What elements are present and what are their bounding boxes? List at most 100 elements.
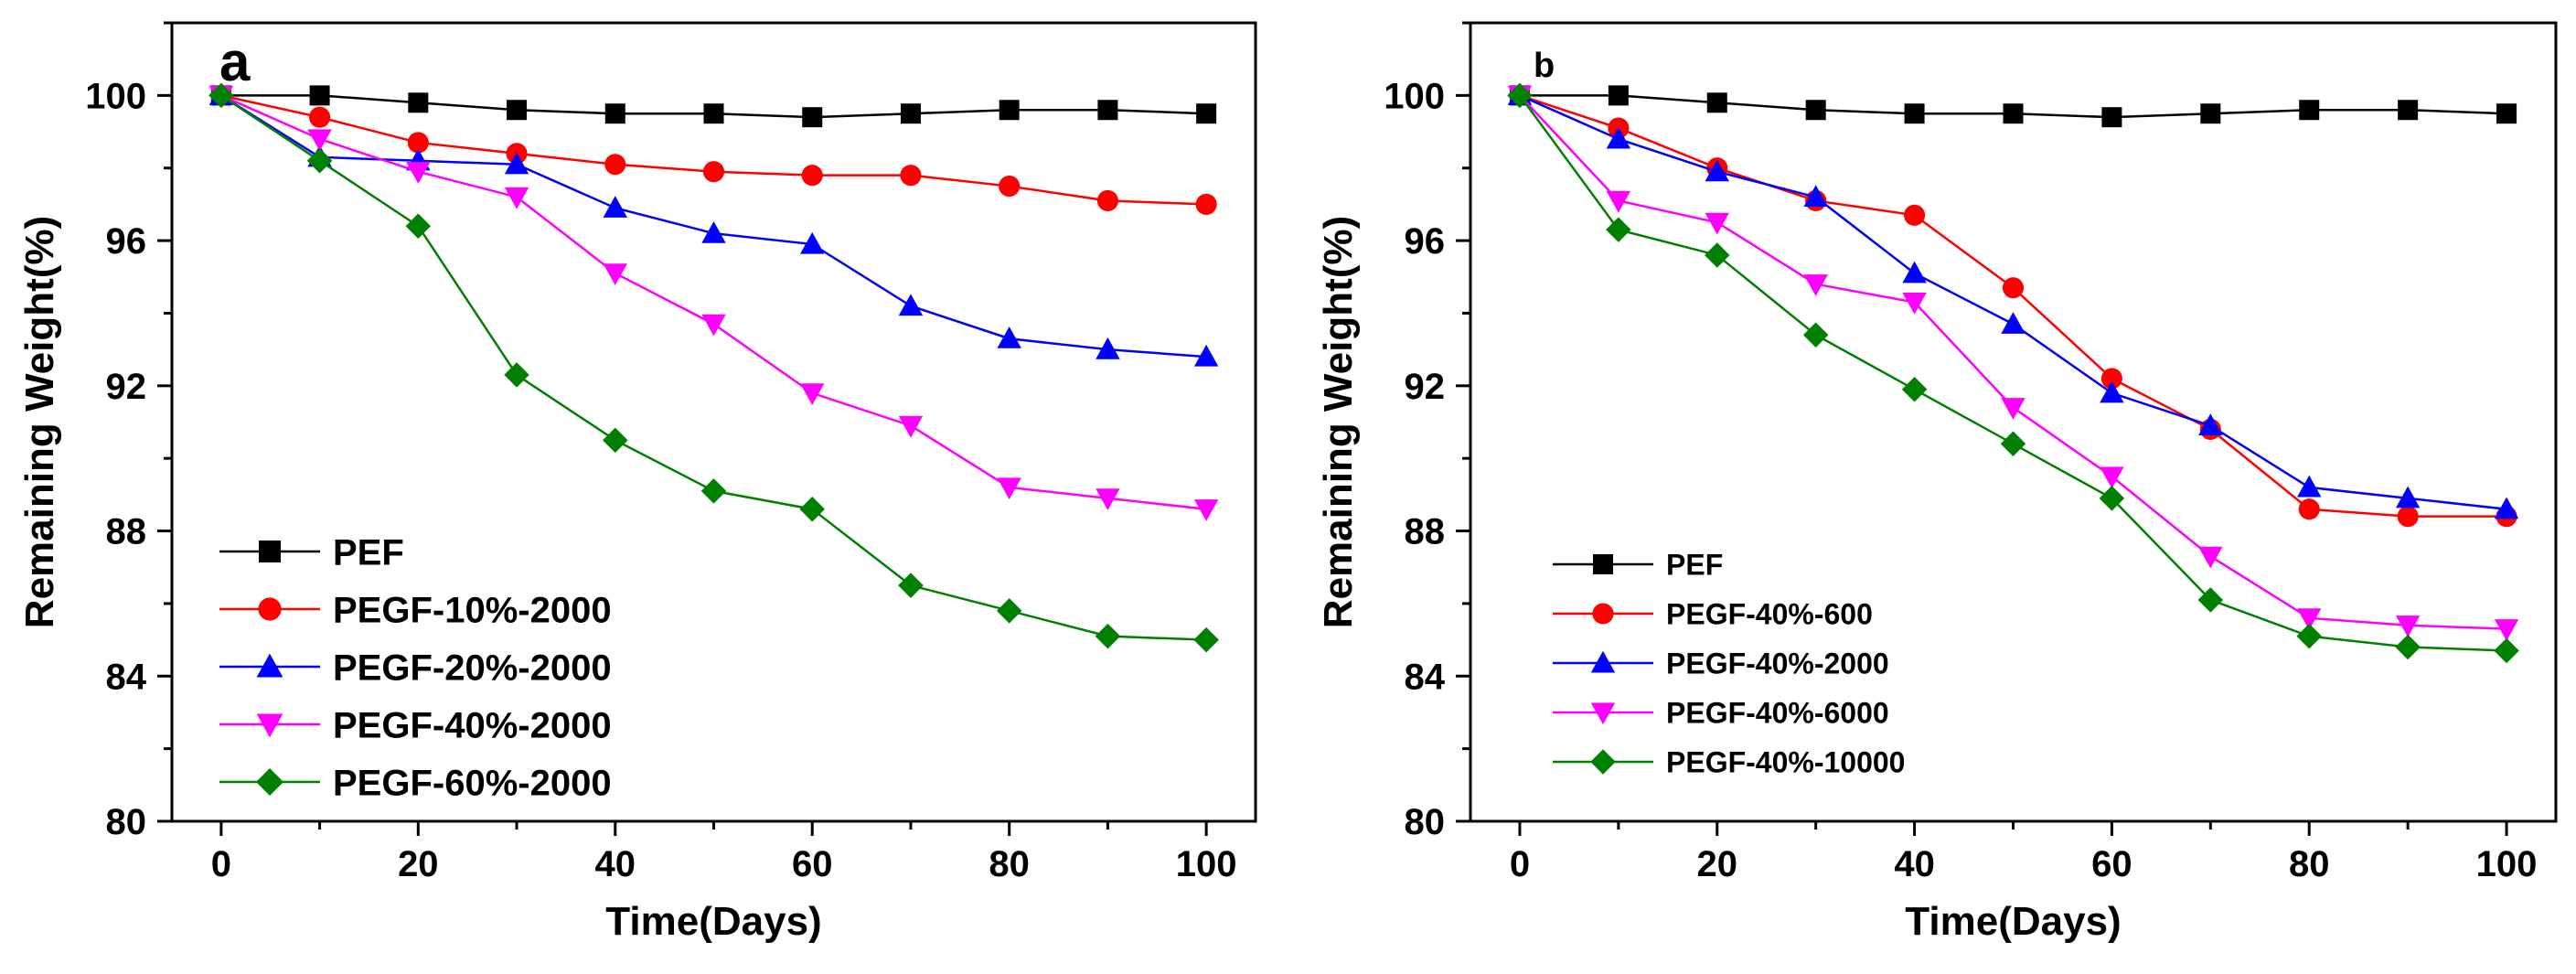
data-point <box>800 231 825 254</box>
data-point <box>507 100 528 121</box>
data-point <box>2099 486 2125 511</box>
series-PEF <box>210 85 1217 128</box>
x-tick-label: 20 <box>398 844 439 884</box>
data-point <box>2000 431 2026 457</box>
series-PEGF-40%-6000 <box>1507 85 2519 641</box>
data-point <box>2395 634 2421 660</box>
x-tick-label: 40 <box>595 844 636 884</box>
legend: PEF PEGF-10%-2000 PEGF-20%-2000 PEGF-40%-20… <box>219 532 612 803</box>
data-point <box>1902 261 1927 284</box>
data-point <box>2395 615 2421 637</box>
data-point <box>2002 277 2025 299</box>
x-tick-label: 60 <box>2091 844 2132 884</box>
data-point <box>1608 85 1629 106</box>
legend-item: PEGF-40%-2000 <box>1553 648 1889 680</box>
data-point <box>703 103 724 124</box>
data-point <box>1901 377 1928 402</box>
y-tick-label: 88 <box>106 512 147 552</box>
data-point <box>2296 623 2322 649</box>
x-tick-label: 20 <box>1697 844 1738 884</box>
data-point <box>307 129 332 152</box>
data-point <box>1705 212 1729 235</box>
data-point <box>2494 619 2519 641</box>
y-tick-label: 100 <box>1384 76 1445 116</box>
data-point <box>2496 103 2517 124</box>
data-point <box>406 162 431 184</box>
legend-marker <box>256 768 283 796</box>
panel-a: 0 20 40 60 80 100 80 84 88 92 96 100 Time(Days) Remai… <box>17 21 1257 944</box>
x-axis-title: Time(Days) <box>605 899 821 944</box>
series-PEGF-60%-2000 <box>208 82 1219 653</box>
data-point <box>1606 126 1631 149</box>
x-tick-label: 40 <box>1894 844 1935 884</box>
y-tick-label: 84 <box>1405 657 1446 697</box>
x-tick-label: 100 <box>1176 844 1237 884</box>
plot-frame <box>170 21 1257 823</box>
data-point <box>701 314 726 337</box>
data-point <box>997 326 1021 348</box>
y-tick-label: 100 <box>85 76 146 116</box>
data-point <box>1507 82 1533 109</box>
series-PEGF-40%-2000 <box>1507 83 2519 519</box>
legend-label: PEGF-40%-2000 <box>333 705 612 745</box>
data-point <box>1706 92 1727 113</box>
data-point <box>802 107 823 128</box>
y-axis-title: Remaining Weight(%) <box>1316 216 1361 628</box>
series-PEGF-40%-2000 <box>208 85 1219 521</box>
data-point <box>900 103 921 124</box>
data-point <box>898 294 924 316</box>
y-tick-label: 96 <box>1405 221 1446 262</box>
data-point <box>2298 498 2320 520</box>
data-point <box>1805 100 1826 121</box>
legend-item: PEGF-40%-10000 <box>1553 746 1905 779</box>
data-point <box>702 161 725 183</box>
data-point <box>504 362 529 388</box>
data-point <box>2494 497 2519 519</box>
legend-label: PEGF-40%-2000 <box>1666 648 1889 680</box>
legend-item: PEGF-40%-6000 <box>1553 697 1889 730</box>
legend-marker <box>256 653 283 678</box>
data-point <box>1902 292 1927 315</box>
data-point <box>405 213 432 239</box>
data-point <box>2101 107 2122 128</box>
legend-item: PEGF-20%-2000 <box>219 648 612 688</box>
x-tick-label: 100 <box>2476 844 2538 884</box>
data-point <box>208 82 234 109</box>
legend-marker <box>1593 554 1613 574</box>
legend-label: PEGF-60%-2000 <box>333 763 612 803</box>
data-point <box>2100 380 2124 403</box>
data-point <box>1803 185 1828 208</box>
legend-marker <box>259 541 281 562</box>
x-tick-label: 80 <box>2289 844 2330 884</box>
x-tick-label: 80 <box>989 844 1030 884</box>
data-point <box>1904 103 1925 124</box>
legend-item: PEGF-40%-2000 <box>219 705 612 745</box>
data-point <box>1195 193 1217 215</box>
y-tick-label: 88 <box>1405 512 1446 552</box>
data-point <box>2198 413 2223 436</box>
legend-label: PEGF-40%-6000 <box>1666 697 1889 730</box>
data-point <box>604 103 625 124</box>
data-point <box>309 106 331 128</box>
data-point <box>603 427 628 454</box>
data-point <box>2197 587 2224 613</box>
data-point <box>1606 190 1631 213</box>
y-tick-label: 96 <box>106 221 147 262</box>
y-tick-label: 92 <box>1405 367 1446 407</box>
legend-label: PEF <box>333 532 404 573</box>
data-point <box>2100 368 2122 390</box>
data-point <box>504 187 529 209</box>
series-PEGF-10%-2000 <box>210 84 1217 215</box>
legend-item: PEF <box>219 532 404 573</box>
legend-marker <box>1592 603 1614 625</box>
y-tick-label: 80 <box>1405 802 1446 842</box>
legend-item: PEGF-40%-600 <box>1553 598 1873 631</box>
data-point <box>1193 626 1219 653</box>
legend-label: PEGF-10%-2000 <box>333 590 612 630</box>
data-point <box>1096 488 1120 511</box>
data-point <box>898 573 924 598</box>
data-point <box>1705 242 1730 268</box>
data-point <box>1705 159 1729 182</box>
data-point <box>2297 608 2322 630</box>
data-point <box>407 132 429 154</box>
